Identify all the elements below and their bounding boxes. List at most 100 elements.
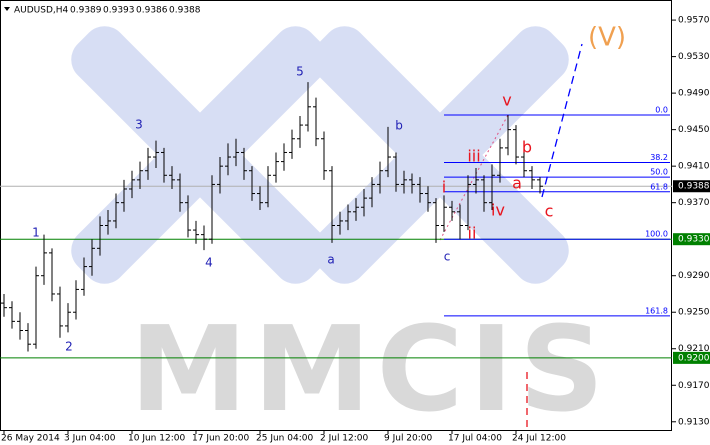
price-bar (105, 209, 111, 235)
price-bar (1, 293, 7, 317)
wave-label: i (442, 178, 446, 197)
fib-label: 50.0 (650, 168, 668, 177)
price-bar (169, 166, 175, 189)
price-bar (433, 198, 439, 243)
price-bar (177, 173, 183, 212)
price-bar (233, 138, 239, 167)
price-bar (17, 312, 23, 340)
y-tick-label: 0.9170 (678, 381, 710, 391)
header-value: 0.9389 (70, 6, 102, 16)
price-bar (529, 166, 535, 189)
wave-label: iii (467, 147, 480, 166)
price-bar (49, 248, 55, 302)
level-label: 0.9200 (678, 353, 710, 363)
price-bar (297, 115, 303, 148)
y-tick-label: 0.9450 (678, 125, 710, 135)
x-tick-label: 17 Jul 04:00 (448, 434, 502, 444)
price-bar (81, 257, 87, 296)
price-bar (497, 138, 503, 183)
wave-label: b (395, 119, 403, 133)
header-value: 0.9386 (136, 6, 168, 16)
last-price-label: 0.9388 (678, 182, 710, 192)
price-bar (345, 204, 351, 231)
price-bar (513, 125, 519, 165)
price-bar (217, 157, 223, 194)
x-tick-label: 3 Jun 04:00 (64, 434, 116, 444)
wave-label: 5 (296, 65, 304, 79)
x-tick-label: 10 Jun 12:00 (128, 434, 185, 444)
price-bar (185, 195, 191, 238)
y-tick-label: 0.9530 (678, 52, 710, 62)
watermark (71, 26, 569, 284)
price-bar (305, 82, 311, 132)
price-bar (321, 131, 327, 180)
wave-label: 2 (65, 340, 73, 354)
price-bar (153, 140, 159, 168)
wave-label: ii (468, 224, 477, 243)
price-bar (385, 126, 391, 178)
price-bar (505, 115, 511, 156)
header-value: 0.9388 (169, 6, 201, 16)
price-bar (313, 97, 319, 147)
price-bar (417, 177, 423, 203)
wave-label: b (522, 138, 532, 157)
price-bar (273, 152, 279, 183)
y-tick-label: 0.9490 (678, 89, 710, 99)
price-bar (337, 211, 343, 235)
y-tick-label: 0.9250 (678, 308, 710, 318)
price-bar (193, 220, 199, 244)
price-bar (57, 286, 63, 338)
level-label: 0.9330 (678, 235, 710, 245)
level-label-bg (673, 233, 710, 246)
y-tick-label: 0.9410 (678, 162, 710, 172)
x-tick-label: 25 Jun 04:00 (256, 434, 313, 444)
price-bar (409, 173, 415, 194)
price-bar (201, 225, 207, 251)
price-bar (9, 301, 15, 329)
x-tick-label: 9 Jul 20:00 (384, 434, 433, 444)
watermark-shape (311, 26, 569, 284)
x-tick-label: 2 Jul 12:00 (320, 434, 369, 444)
price-bar (449, 200, 455, 221)
price-bar (401, 170, 407, 194)
price-bar (425, 186, 431, 212)
x-tick-label: 17 Jun 20:00 (192, 434, 249, 444)
y-tick-label: 0.9570 (678, 16, 710, 26)
price-bar (33, 266, 39, 349)
price-bar (129, 170, 135, 199)
price-bar (361, 188, 367, 217)
price-bar (25, 323, 31, 352)
header-value: 0.9393 (103, 6, 135, 16)
wave-label: c (444, 250, 451, 264)
price-bar (241, 147, 247, 180)
price-bar (41, 234, 47, 285)
projection-line (541, 43, 583, 198)
price-bar (393, 152, 399, 192)
price-bar (225, 143, 231, 176)
price-bar (289, 129, 295, 159)
fib-label: 61.8 (650, 182, 668, 191)
wave-label: iv (491, 201, 505, 220)
x-tick-label: 24 Jul 12:00 (512, 434, 566, 444)
level-label-bg (673, 351, 710, 364)
wave-label: 1 (32, 226, 40, 240)
price-bar (537, 177, 543, 194)
y-tick-label: 0.9130 (678, 417, 710, 427)
wave-label: a (327, 253, 334, 267)
watermark-text: MMCIS (130, 300, 610, 438)
price-bar (249, 166, 255, 201)
wave-label: c (545, 202, 554, 221)
fib-label: 0.0 (655, 106, 668, 115)
price-bar (145, 147, 151, 180)
chart-title: AUDUSD,H4 (14, 6, 69, 16)
price-bar (481, 175, 487, 212)
price-bar (89, 239, 95, 276)
price-bar (209, 175, 215, 244)
price-bar (137, 161, 143, 189)
y-tick-label: 0.9210 (678, 344, 710, 354)
price-bar (121, 179, 127, 212)
price-bar (281, 143, 287, 171)
fib-label: 100.0 (645, 230, 668, 239)
watermark-shape (71, 26, 329, 284)
